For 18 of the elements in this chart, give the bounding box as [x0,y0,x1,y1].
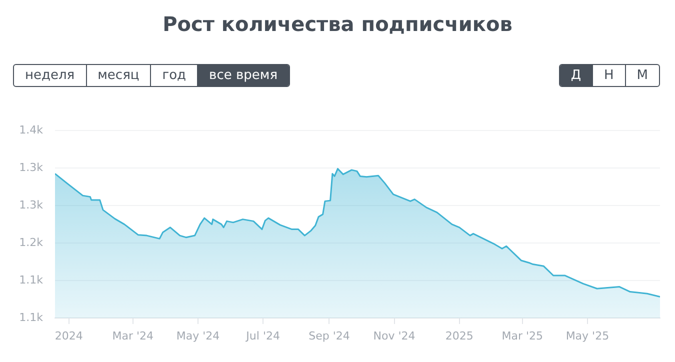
x-tick-label: Sep '24 [308,329,350,342]
x-tick-label: May '24 [176,329,220,342]
x-tick-label: May '25 [566,329,610,342]
y-tick-label: 1.1k [19,310,44,324]
y-tick-label: 1.1k [19,273,44,286]
y-tick-label: 1.3k [19,160,44,174]
chart-title: Рост количества подписчиков [162,12,514,36]
x-tick-label: 2025 [445,329,474,342]
interval-switch: Д Н М [558,64,660,87]
y-tick-label: 1.4k [19,123,44,136]
y-tick-label: 1.3k [19,198,44,212]
x-tick-label: 2024 [54,329,83,342]
x-tick-label: Nov '24 [373,329,416,342]
x-tick-label: Mar '25 [502,329,543,342]
x-tick-label: Mar '24 [112,329,154,342]
y-tick-label: 1.2k [19,236,44,249]
x-tick-label: Jul '24 [245,329,280,342]
period-switch: неделя месяц год все время [13,64,290,87]
